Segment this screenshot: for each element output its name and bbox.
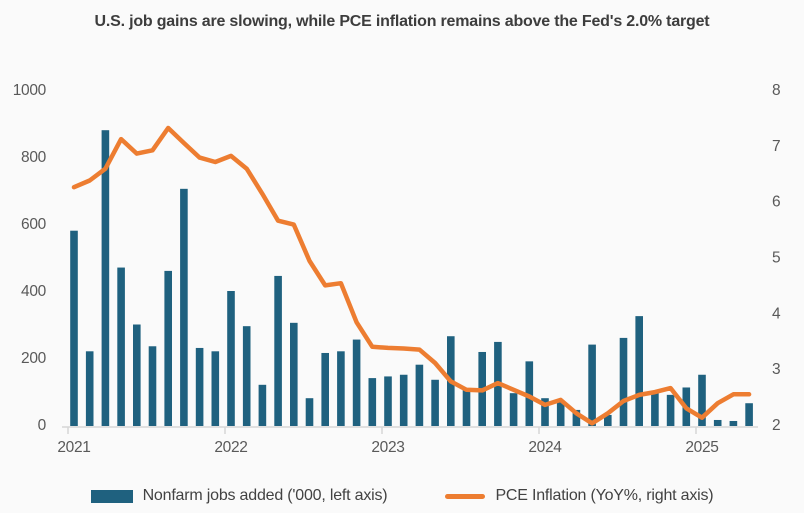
bar bbox=[399, 374, 408, 426]
bar bbox=[70, 230, 78, 426]
bar bbox=[462, 388, 471, 426]
bar bbox=[368, 378, 377, 426]
bar bbox=[211, 351, 220, 426]
bar bbox=[195, 347, 204, 426]
bar bbox=[164, 270, 172, 426]
legend: Nonfarm jobs added ('000, left axis) PCE… bbox=[0, 487, 804, 505]
right-axis-label: 7 bbox=[772, 138, 781, 155]
bar bbox=[415, 364, 424, 426]
bar bbox=[509, 393, 518, 426]
bar bbox=[556, 401, 565, 426]
legend-bar-label: Nonfarm jobs added ('000, left axis) bbox=[142, 487, 388, 504]
left-axis-label: 1000 bbox=[13, 82, 47, 99]
bar bbox=[101, 130, 110, 426]
bar bbox=[541, 398, 549, 426]
bar bbox=[242, 326, 251, 426]
bar bbox=[305, 398, 314, 426]
bar bbox=[227, 291, 235, 426]
left-axis-label: 200 bbox=[21, 350, 47, 367]
left-axis-label: 400 bbox=[21, 283, 47, 300]
x-axis-label: 2025 bbox=[685, 439, 718, 456]
bar bbox=[572, 409, 581, 426]
bar bbox=[729, 420, 738, 426]
right-axis-label: 6 bbox=[772, 194, 781, 211]
bar bbox=[588, 344, 596, 426]
bar bbox=[525, 361, 534, 426]
bar bbox=[180, 188, 188, 426]
right-axis-label: 8 bbox=[772, 82, 781, 99]
bar bbox=[85, 351, 94, 426]
bar bbox=[274, 275, 282, 426]
bar bbox=[321, 352, 329, 426]
right-axis-label: 3 bbox=[772, 361, 781, 378]
left-axis-label: 800 bbox=[21, 149, 47, 166]
bar bbox=[148, 346, 157, 426]
pce-inflation-line bbox=[71, 125, 752, 426]
bar bbox=[258, 384, 267, 426]
x-axis-label: 2022 bbox=[214, 439, 247, 456]
bar bbox=[290, 322, 298, 426]
bar bbox=[352, 339, 361, 426]
bar bbox=[604, 414, 612, 426]
bar bbox=[384, 376, 392, 426]
right-axis-label: 4 bbox=[772, 305, 781, 322]
bar bbox=[651, 393, 659, 426]
left-axis-label: 0 bbox=[38, 417, 47, 434]
legend-line-swatch-icon bbox=[445, 493, 486, 499]
bar bbox=[698, 374, 706, 426]
left-axis-label: 600 bbox=[21, 216, 47, 233]
bar bbox=[133, 324, 141, 426]
bar bbox=[431, 379, 439, 426]
x-axis-label: 2024 bbox=[528, 439, 562, 456]
bar bbox=[745, 403, 753, 426]
bar bbox=[666, 394, 675, 426]
right-axis-label: 5 bbox=[772, 250, 781, 267]
legend-line-label: PCE Inflation (YoY%, right axis) bbox=[495, 487, 714, 504]
bar bbox=[619, 337, 628, 426]
right-axis-label: 2 bbox=[772, 417, 781, 434]
legend-bar-swatch-icon bbox=[90, 489, 133, 503]
bar bbox=[117, 267, 125, 426]
bar bbox=[713, 419, 722, 426]
chart-title: U.S. job gains are slowing, while PCE in… bbox=[94, 13, 710, 30]
bar bbox=[337, 351, 345, 426]
x-axis-label: 2023 bbox=[371, 439, 404, 456]
bar bbox=[635, 316, 643, 426]
x-axis-label: 2021 bbox=[57, 439, 90, 456]
